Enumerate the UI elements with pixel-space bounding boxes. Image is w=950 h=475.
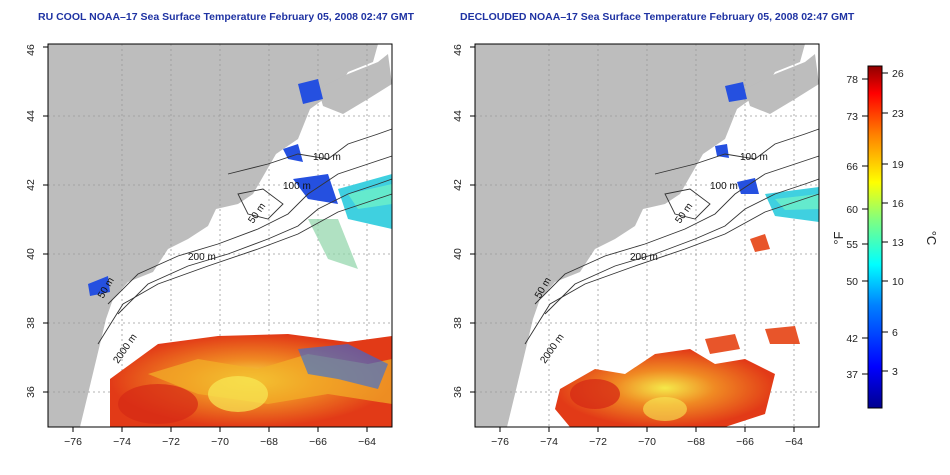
lat-tick: 40 — [25, 248, 37, 260]
lat-tick: 46 — [452, 44, 464, 56]
map-panel-declouded: 100 m 100 m 50 m 200 m 50 m 2000 m −76 −… — [452, 43, 820, 448]
lon-tick-labels: −76 −74 −72 −70 −68 −66 −64 — [64, 436, 376, 448]
lat-tick: 44 — [452, 110, 464, 122]
lat-tick: 36 — [452, 386, 464, 398]
c-tick: 16 — [892, 198, 904, 210]
f-tick: 66 — [846, 161, 858, 173]
lat-tick: 42 — [25, 179, 37, 191]
bathymetry-contours — [97, 128, 393, 345]
lat-tick: 38 — [452, 317, 464, 329]
lon-tick: −66 — [309, 436, 327, 448]
lon-tick: −66 — [736, 436, 754, 448]
lon-tick: −74 — [540, 436, 558, 448]
lat-tick-labels: 36 38 40 42 44 46 — [25, 44, 37, 398]
contour-label: 100 m — [710, 181, 738, 192]
c-tick: 19 — [892, 159, 904, 171]
contour-label: 100 m — [313, 152, 341, 163]
lon-tick: −72 — [162, 436, 180, 448]
coastline-land — [48, 44, 378, 427]
lon-tick: −64 — [358, 436, 376, 448]
lat-tick: 38 — [25, 317, 37, 329]
c-tick: 23 — [892, 108, 904, 120]
contour-label: 200 m — [188, 252, 216, 263]
f-tick: 55 — [846, 239, 858, 251]
panel-title-raw: RU COOL NOAA–17 Sea Surface Temperature … — [38, 11, 415, 23]
map-panel-raw: 100 m 100 m 50 m 200 m 50 m 2000 m −76 −… — [25, 43, 393, 448]
colorbar: 78 73 66 60 55 50 42 37 26 23 19 16 13 1… — [831, 65, 939, 409]
sst-field — [88, 79, 392, 427]
lon-tick: −74 — [113, 436, 131, 448]
c-tick: 3 — [892, 366, 898, 378]
f-tick: 73 — [846, 111, 858, 123]
c-tick: 26 — [892, 68, 904, 80]
lat-tick: 40 — [452, 248, 464, 260]
lon-tick: −70 — [638, 436, 656, 448]
f-tick: 60 — [846, 204, 858, 216]
contour-label: 100 m — [740, 152, 768, 163]
lat-tick-labels: 36 38 40 42 44 46 — [452, 44, 464, 398]
coastline-land — [475, 44, 805, 427]
lon-tick: −68 — [687, 436, 705, 448]
lat-tick: 36 — [25, 386, 37, 398]
c-tick: 13 — [892, 237, 904, 249]
colorbar-f-label: °F — [831, 231, 846, 244]
contour-label: 200 m — [630, 252, 658, 263]
colorbar-ticks — [862, 72, 888, 375]
lat-tick: 44 — [25, 110, 37, 122]
contour-label: 100 m — [283, 181, 311, 192]
axis-ticks — [470, 46, 795, 432]
lat-tick: 42 — [452, 179, 464, 191]
c-tick: 10 — [892, 276, 904, 288]
lon-tick: −76 — [64, 436, 82, 448]
colorbar-gradient — [867, 65, 883, 409]
lon-tick: −72 — [589, 436, 607, 448]
axis-ticks — [43, 46, 368, 432]
lon-tick: −70 — [211, 436, 229, 448]
colorbar-c-label: °C — [924, 231, 939, 246]
lon-tick-labels: −76 −74 −72 −70 −68 −66 −64 — [491, 436, 803, 448]
nova-scotia-land — [745, 54, 819, 114]
f-tick: 42 — [846, 333, 858, 345]
nova-scotia-land — [318, 54, 392, 114]
colorbar-c-ticks: 26 23 19 16 13 10 6 3 — [892, 68, 904, 378]
lon-tick: −64 — [785, 436, 803, 448]
lon-tick: −76 — [491, 436, 509, 448]
lat-tick: 46 — [25, 44, 37, 56]
f-tick: 37 — [846, 369, 858, 381]
f-tick: 78 — [846, 74, 858, 86]
c-tick: 6 — [892, 327, 898, 339]
lon-tick: −68 — [260, 436, 278, 448]
bathymetry-contours — [524, 128, 820, 345]
f-tick: 50 — [846, 276, 858, 288]
panel-title-declouded: DECLOUDED NOAA–17 Sea Surface Temperatur… — [460, 11, 855, 23]
colorbar-f-ticks: 78 73 66 60 55 50 42 37 — [846, 74, 858, 381]
